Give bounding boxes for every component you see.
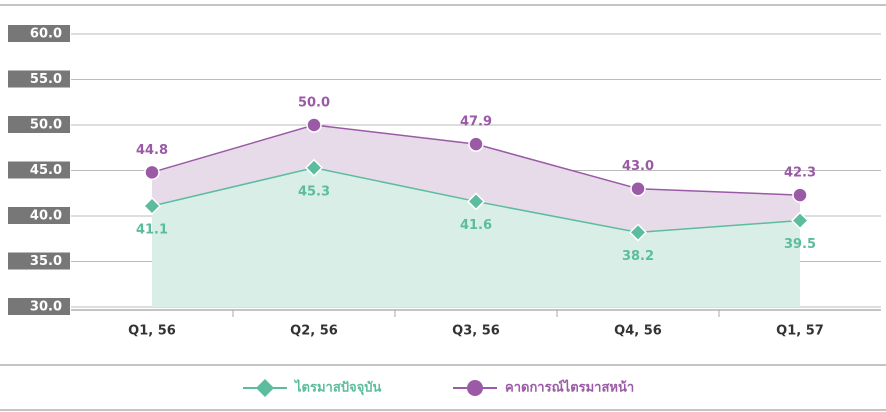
- marker: [628, 223, 648, 242]
- value-label: 47.9: [460, 115, 492, 130]
- marker: [144, 164, 160, 181]
- legend-marker: [467, 380, 483, 396]
- marker: [468, 136, 484, 152]
- y-tick-label: 50.0: [30, 118, 62, 133]
- value-label: 41.6: [460, 218, 492, 233]
- value-label: 43.0: [622, 159, 654, 174]
- marker: [142, 196, 162, 216]
- area: [152, 167, 800, 307]
- marker: [790, 211, 810, 230]
- y-tick-box: [8, 207, 70, 224]
- value-label: 45.3: [298, 184, 330, 199]
- y-tick-box: [8, 298, 70, 315]
- value-label: 41.1: [136, 222, 168, 237]
- marker: [630, 180, 646, 197]
- y-tick-box: [8, 70, 70, 88]
- y-tick-box: [8, 116, 70, 133]
- x-tick-label: Q3, 56: [452, 324, 500, 339]
- y-tick-box: [8, 161, 70, 179]
- y-tick-label: 30.0: [30, 300, 62, 315]
- marker: [792, 187, 808, 203]
- y-tick-label: 60.0: [30, 27, 62, 42]
- value-label: 39.5: [784, 237, 816, 252]
- x-tick-label: Q1, 56: [128, 324, 176, 339]
- x-tick-label: Q1, 57: [776, 324, 824, 339]
- legend-marker: [256, 379, 274, 397]
- y-tick-label: 55.0: [30, 72, 62, 87]
- x-tick-label: Q4, 56: [614, 324, 662, 339]
- y-tick-label: 45.0: [30, 163, 62, 178]
- value-label: 42.3: [784, 166, 816, 181]
- value-label: 44.8: [136, 143, 168, 158]
- y-tick-label: 35.0: [30, 254, 62, 269]
- x-tick-label: Q2, 56: [290, 324, 338, 339]
- legend-label: ไตรมาสปัจจุบัน: [293, 379, 382, 396]
- value-label: 50.0: [298, 96, 330, 111]
- marker: [306, 117, 322, 133]
- y-tick-label: 40.0: [30, 209, 62, 224]
- marker: [304, 158, 324, 177]
- marker: [466, 192, 486, 211]
- value-label: 38.2: [622, 249, 654, 264]
- y-tick-box: [8, 252, 70, 270]
- y-tick-box: [8, 25, 70, 42]
- legend-label: คาดการณ์ไตรมาสหน้า: [505, 379, 634, 396]
